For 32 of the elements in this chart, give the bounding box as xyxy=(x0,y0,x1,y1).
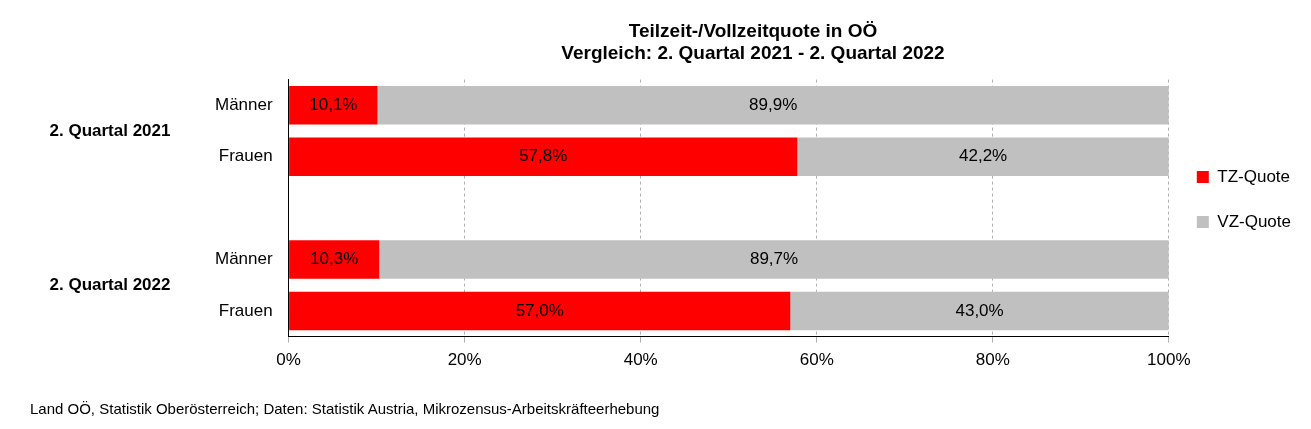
bar xyxy=(289,86,378,125)
y-tick-label: Männer xyxy=(215,249,273,269)
text: 2. Quartal 2021 xyxy=(48,121,172,141)
bar xyxy=(797,137,1169,176)
x-tick-label: 80% xyxy=(975,350,1010,370)
bar xyxy=(377,86,1169,125)
data-label: 43,0% xyxy=(955,300,1004,320)
data-label: 10,1% xyxy=(309,94,358,114)
y-tick-label: Männer xyxy=(215,94,273,114)
bar xyxy=(289,240,380,279)
data-label: 10,3% xyxy=(310,249,359,269)
x-tick-label: 100% xyxy=(1147,350,1191,370)
x-tick-label: 0% xyxy=(276,350,301,370)
x-tick-label: 60% xyxy=(799,350,834,370)
legend-label: VZ-Quote xyxy=(1217,211,1292,231)
chart-title: Teilzeit-/Vollzeitquote in OÖ Vergleich: 2. Quartal 2021 - 2. Quartal 2022 xyxy=(561,19,945,64)
data-label: 42,2% xyxy=(958,146,1008,166)
text: Land OÖ, Statistik Oberösterreich; Daten: Statistik Austria, Mikrozensus-Arbeitskräfteerhebung xyxy=(30,400,660,418)
bar xyxy=(790,291,1169,331)
bar xyxy=(289,137,798,176)
data-label: 89,7% xyxy=(749,249,799,269)
bar xyxy=(289,291,791,331)
bar xyxy=(379,240,1169,279)
x-tick-label: 20% xyxy=(447,350,482,370)
y-tick-label: Frauen xyxy=(218,300,273,320)
legend-label: TZ-Quote xyxy=(1217,166,1291,186)
text: 2. Quartal 2022 xyxy=(48,275,172,296)
data-label: 57,8% xyxy=(519,146,568,166)
x-tick-label: 40% xyxy=(623,350,658,370)
y-tick-label: Frauen xyxy=(218,146,273,166)
data-label: 89,9% xyxy=(749,94,798,114)
data-label: 57,0% xyxy=(515,300,564,320)
